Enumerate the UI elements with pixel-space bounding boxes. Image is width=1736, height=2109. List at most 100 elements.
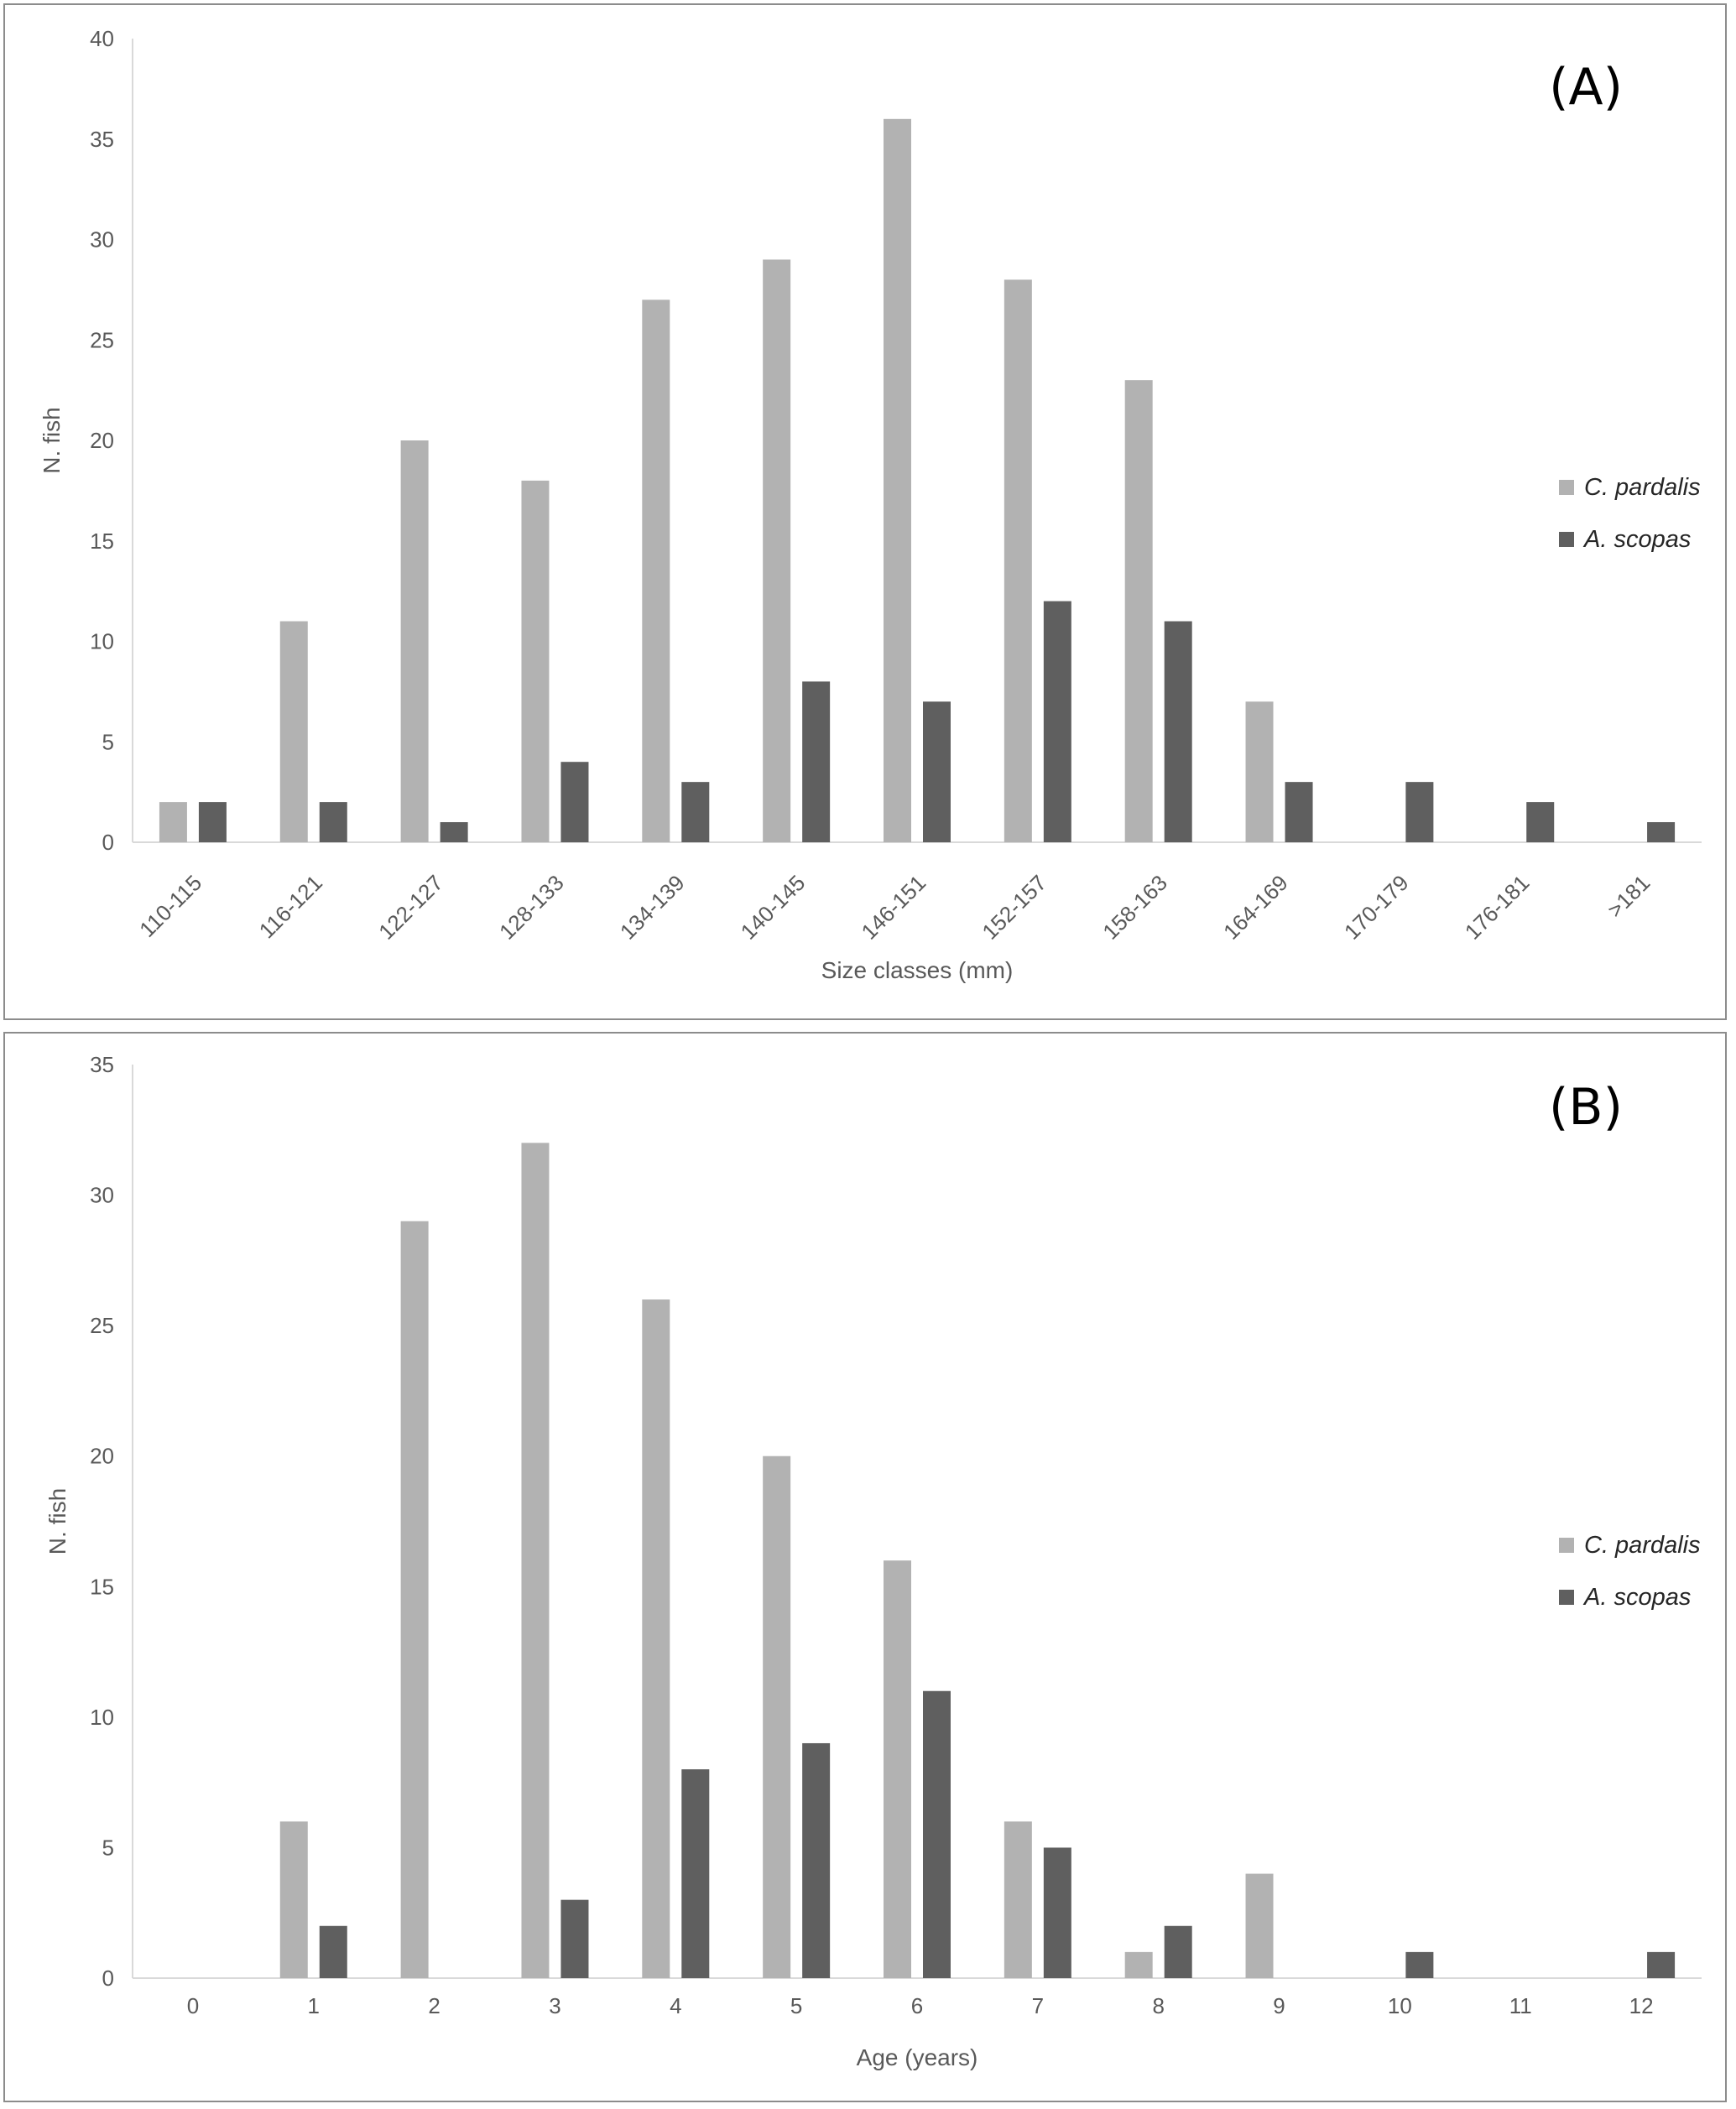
x-tick-label: 4 xyxy=(670,1993,681,2018)
x-tick-label: 8 xyxy=(1152,1993,1164,2018)
bar-a-scopas xyxy=(1647,1951,1676,1978)
legend-label: A. scopas xyxy=(1582,1584,1691,1611)
y-tick-label: 0 xyxy=(102,1966,114,1991)
bar-a-scopas xyxy=(802,681,831,842)
bar-a-scopas xyxy=(1285,782,1313,842)
y-tick-label: 25 xyxy=(90,1313,114,1338)
bar-a-scopas xyxy=(923,1690,951,1978)
y-tick-label: 10 xyxy=(90,629,114,654)
bar-a-scopas xyxy=(1043,601,1071,842)
legend-swatch xyxy=(1559,480,1574,495)
x-tick-label: 12 xyxy=(1629,1993,1654,2018)
bar-a-scopas xyxy=(681,1769,710,1978)
y-tick-label: 35 xyxy=(90,1052,114,1077)
bar-c-pardalis xyxy=(1004,279,1032,842)
bar-a-scopas xyxy=(681,782,710,842)
bar-a-scopas xyxy=(1647,822,1676,842)
legend-swatch xyxy=(1559,532,1574,547)
y-tick-label: 5 xyxy=(102,729,114,754)
y-tick-label: 15 xyxy=(90,1574,114,1599)
bar-c-pardalis xyxy=(763,1455,791,1978)
bar-a-scopas xyxy=(1043,1847,1071,1978)
x-tick-label: 134-139 xyxy=(615,870,690,945)
y-axis-title: N. fish xyxy=(44,1488,70,1554)
x-tick-label: 176-181 xyxy=(1460,870,1535,945)
bar-c-pardalis xyxy=(1124,380,1153,842)
bar-a-scopas xyxy=(560,1899,589,1978)
bar-c-pardalis xyxy=(1004,1821,1032,1978)
y-tick-label: 30 xyxy=(90,227,114,253)
x-tick-label: 10 xyxy=(1388,1993,1412,2018)
panel-label: (B) xyxy=(1549,1078,1623,1137)
y-tick-label: 5 xyxy=(102,1835,114,1860)
y-tick-label: 20 xyxy=(90,1444,114,1469)
bar-c-pardalis xyxy=(400,1221,429,1978)
bar-a-scopas xyxy=(440,822,468,842)
x-tick-label: 164-169 xyxy=(1218,870,1293,945)
x-tick-label: 110-115 xyxy=(134,870,206,942)
bar-c-pardalis xyxy=(521,1143,550,1978)
y-tick-label: 30 xyxy=(90,1183,114,1208)
x-tick-label: 7 xyxy=(1032,1993,1044,2018)
x-tick-label: 122-127 xyxy=(373,870,448,945)
x-tick-label: 170-179 xyxy=(1339,870,1414,945)
x-tick-label: 5 xyxy=(790,1993,802,2018)
x-axis-title: Size classes (mm) xyxy=(821,957,1014,983)
x-tick-label: 11 xyxy=(1509,1993,1532,2018)
bar-c-pardalis xyxy=(1124,1951,1153,1978)
bar-a-scopas xyxy=(198,802,227,842)
x-tick-label: 3 xyxy=(549,1993,560,2018)
x-tick-label: 146-151 xyxy=(857,870,931,945)
x-tick-label: 152-157 xyxy=(977,870,1051,945)
y-tick-label: 20 xyxy=(90,428,114,453)
chart-panel-b: 0 5 10 15 20 25 30 35 0 1 2 3 4 5 6 7 8 9 10 11 12 Age (years… xyxy=(3,1032,1727,2102)
x-tick-label: 0 xyxy=(187,1993,199,2018)
x-tick-label: 140-145 xyxy=(736,870,811,945)
bar-c-pardalis xyxy=(763,259,791,842)
x-tick-label: 1 xyxy=(308,1993,320,2018)
x-tick-label: 6 xyxy=(911,1993,923,2018)
bar-a-scopas xyxy=(319,802,347,842)
bar-c-pardalis xyxy=(279,621,308,842)
x-tick-label: 128-133 xyxy=(494,870,569,945)
bar-a-scopas xyxy=(319,1925,347,1978)
bar-a-scopas xyxy=(802,1742,831,1978)
bar-a-scopas xyxy=(560,762,589,842)
legend-label: C. pardalis xyxy=(1584,474,1701,501)
bar-a-scopas xyxy=(1526,802,1555,842)
y-tick-label: 15 xyxy=(90,529,114,554)
bar-c-pardalis xyxy=(1245,701,1274,842)
bar-c-pardalis xyxy=(884,1560,911,1978)
y-axis-title: N. fish xyxy=(39,407,65,473)
y-tick-label: 25 xyxy=(90,327,114,352)
y-tick-label: 10 xyxy=(90,1705,114,1730)
x-tick-label: 158-163 xyxy=(1097,870,1172,945)
bar-a-scopas xyxy=(1405,1951,1434,1978)
legend-swatch xyxy=(1559,1590,1574,1605)
bar-c-pardalis xyxy=(642,1299,670,1978)
chart-panel-a: 0 5 10 15 20 25 30 35 40 110-115 116-121 122-127 128… xyxy=(3,3,1727,1020)
bar-a-scopas xyxy=(1164,621,1192,842)
bar-c-pardalis xyxy=(521,480,550,842)
bar-c-pardalis xyxy=(884,118,911,843)
x-tick-label: 9 xyxy=(1273,1993,1285,2018)
panel-label: (A) xyxy=(1549,58,1623,117)
bar-chart-a: 0 5 10 15 20 25 30 35 40 110-115 116-121 122-127 128… xyxy=(39,26,1702,983)
legend-label: C. pardalis xyxy=(1584,1532,1701,1559)
legend-label: A. scopas xyxy=(1582,526,1691,553)
x-tick-label: 2 xyxy=(428,1993,440,2018)
x-tick-label: 116-121 xyxy=(254,870,327,943)
legend-swatch xyxy=(1559,1538,1574,1553)
bar-a-scopas xyxy=(1164,1925,1192,1978)
bar-a-scopas xyxy=(1405,782,1434,842)
bar-c-pardalis xyxy=(279,1821,308,1978)
x-axis-title: Age (years) xyxy=(857,2044,978,2070)
y-tick-label: 40 xyxy=(90,26,114,51)
bar-c-pardalis xyxy=(159,802,187,842)
bar-a-scopas xyxy=(923,701,951,842)
bar-c-pardalis xyxy=(400,440,429,842)
bar-c-pardalis xyxy=(642,299,670,843)
bar-c-pardalis xyxy=(1245,1873,1274,1978)
y-tick-label: 35 xyxy=(90,127,114,152)
